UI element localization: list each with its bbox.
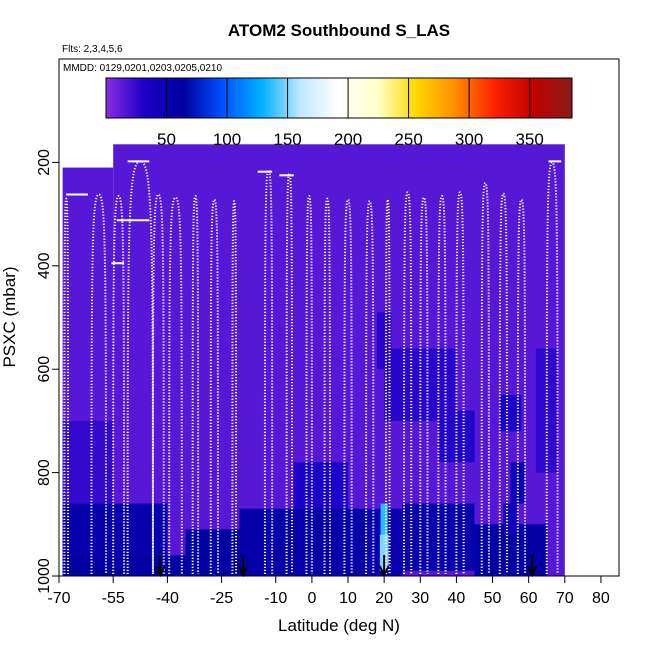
- y-axis: 200 400 600 800 1000: [36, 149, 59, 594]
- profile-track: [498, 192, 508, 575]
- profiles-layer: [63, 160, 562, 575]
- profile-track: [63, 197, 70, 575]
- data-cell: [239, 508, 367, 576]
- colorbar-bar: [105, 77, 573, 119]
- x-tick-label: -40: [156, 590, 179, 607]
- colorbar-tick-label: 50: [157, 130, 176, 149]
- profile-track: [419, 196, 429, 575]
- y-tick-label: 1000: [36, 558, 53, 594]
- data-cell: [535, 348, 558, 473]
- colorbar-tick-label: 250: [394, 130, 422, 149]
- x-tick-label: 20: [375, 590, 393, 607]
- profile-track: [455, 191, 465, 575]
- arrows-layer: [154, 555, 538, 578]
- chart-title: ATOM2 Southbound S_LAS: [228, 21, 450, 40]
- profile-track: [323, 197, 331, 575]
- x-tick-label: 10: [339, 590, 357, 607]
- colorbar-tick-label: 350: [515, 130, 543, 149]
- x-tick-label: -55: [102, 590, 125, 607]
- arrow-marker: [378, 555, 390, 578]
- x-tick-label: -10: [264, 590, 287, 607]
- x-axis-label: Latitude (deg N): [278, 616, 400, 635]
- profile-track: [437, 195, 447, 575]
- colorbar-tick-label: 300: [455, 130, 483, 149]
- data-cell: [293, 462, 349, 509]
- x-tick-label: 80: [592, 590, 610, 607]
- colorbar-tick-label: 100: [213, 130, 241, 149]
- x-axis: -70 -55 -40 -25 -10 0 10 20 30 40 50 60 70 80: [47, 576, 610, 607]
- profile-track: [90, 193, 107, 575]
- data-cell: [499, 395, 522, 432]
- x-tick-label: 40: [448, 590, 466, 607]
- x-tick-label: 50: [484, 590, 502, 607]
- profile-track: [231, 200, 238, 575]
- profile-track: [384, 198, 391, 575]
- profile-track: [403, 191, 413, 575]
- arrow-marker: [526, 555, 538, 578]
- profile-track: [263, 169, 274, 575]
- profile-track: [191, 195, 200, 575]
- plot-area: [62, 144, 565, 576]
- profile-track: [365, 200, 375, 575]
- profile-track: [305, 195, 313, 575]
- y-tick-label: 200: [36, 149, 53, 176]
- data-cell: [185, 529, 240, 556]
- data-cell: [62, 503, 168, 556]
- data-cell: [503, 503, 518, 535]
- profile-track: [343, 198, 353, 575]
- x-tick-label: 60: [520, 590, 538, 607]
- flights-label: Flts: 2,3,4,5,6: [62, 44, 123, 55]
- data-cell: [379, 534, 389, 571]
- data-cell: [62, 555, 240, 576]
- y-axis-label: PSXC (mbar): [0, 266, 19, 367]
- y-tick-label: 600: [36, 356, 53, 383]
- profile-track: [516, 198, 527, 575]
- y-tick-label: 800: [36, 459, 53, 486]
- arrow-marker: [154, 555, 166, 578]
- colorbar: 50 100 150 200 250 300 350: [105, 77, 573, 149]
- dates-label: MMDD: 0129,0201,0203,0205,0210: [63, 63, 222, 74]
- y-tick-label: 400: [36, 252, 53, 279]
- x-tick-label: -70: [47, 590, 70, 607]
- profile-track: [480, 182, 490, 575]
- x-tick-label: 70: [556, 590, 574, 607]
- plot-frame: [58, 58, 620, 577]
- x-tick-label: 30: [411, 590, 429, 607]
- x-tick-label: -25: [210, 590, 233, 607]
- colorbar-tick-label: 200: [334, 130, 362, 149]
- profile-track: [545, 161, 559, 575]
- profile-track: [126, 160, 154, 575]
- x-tick-label: 0: [307, 590, 316, 607]
- profile-track: [209, 198, 219, 575]
- data-cell: [62, 420, 114, 504]
- cells-layer: [62, 312, 558, 576]
- colorbar-tick-label: 150: [273, 130, 301, 149]
- arrow-marker: [237, 555, 249, 578]
- profile-track: [112, 195, 126, 575]
